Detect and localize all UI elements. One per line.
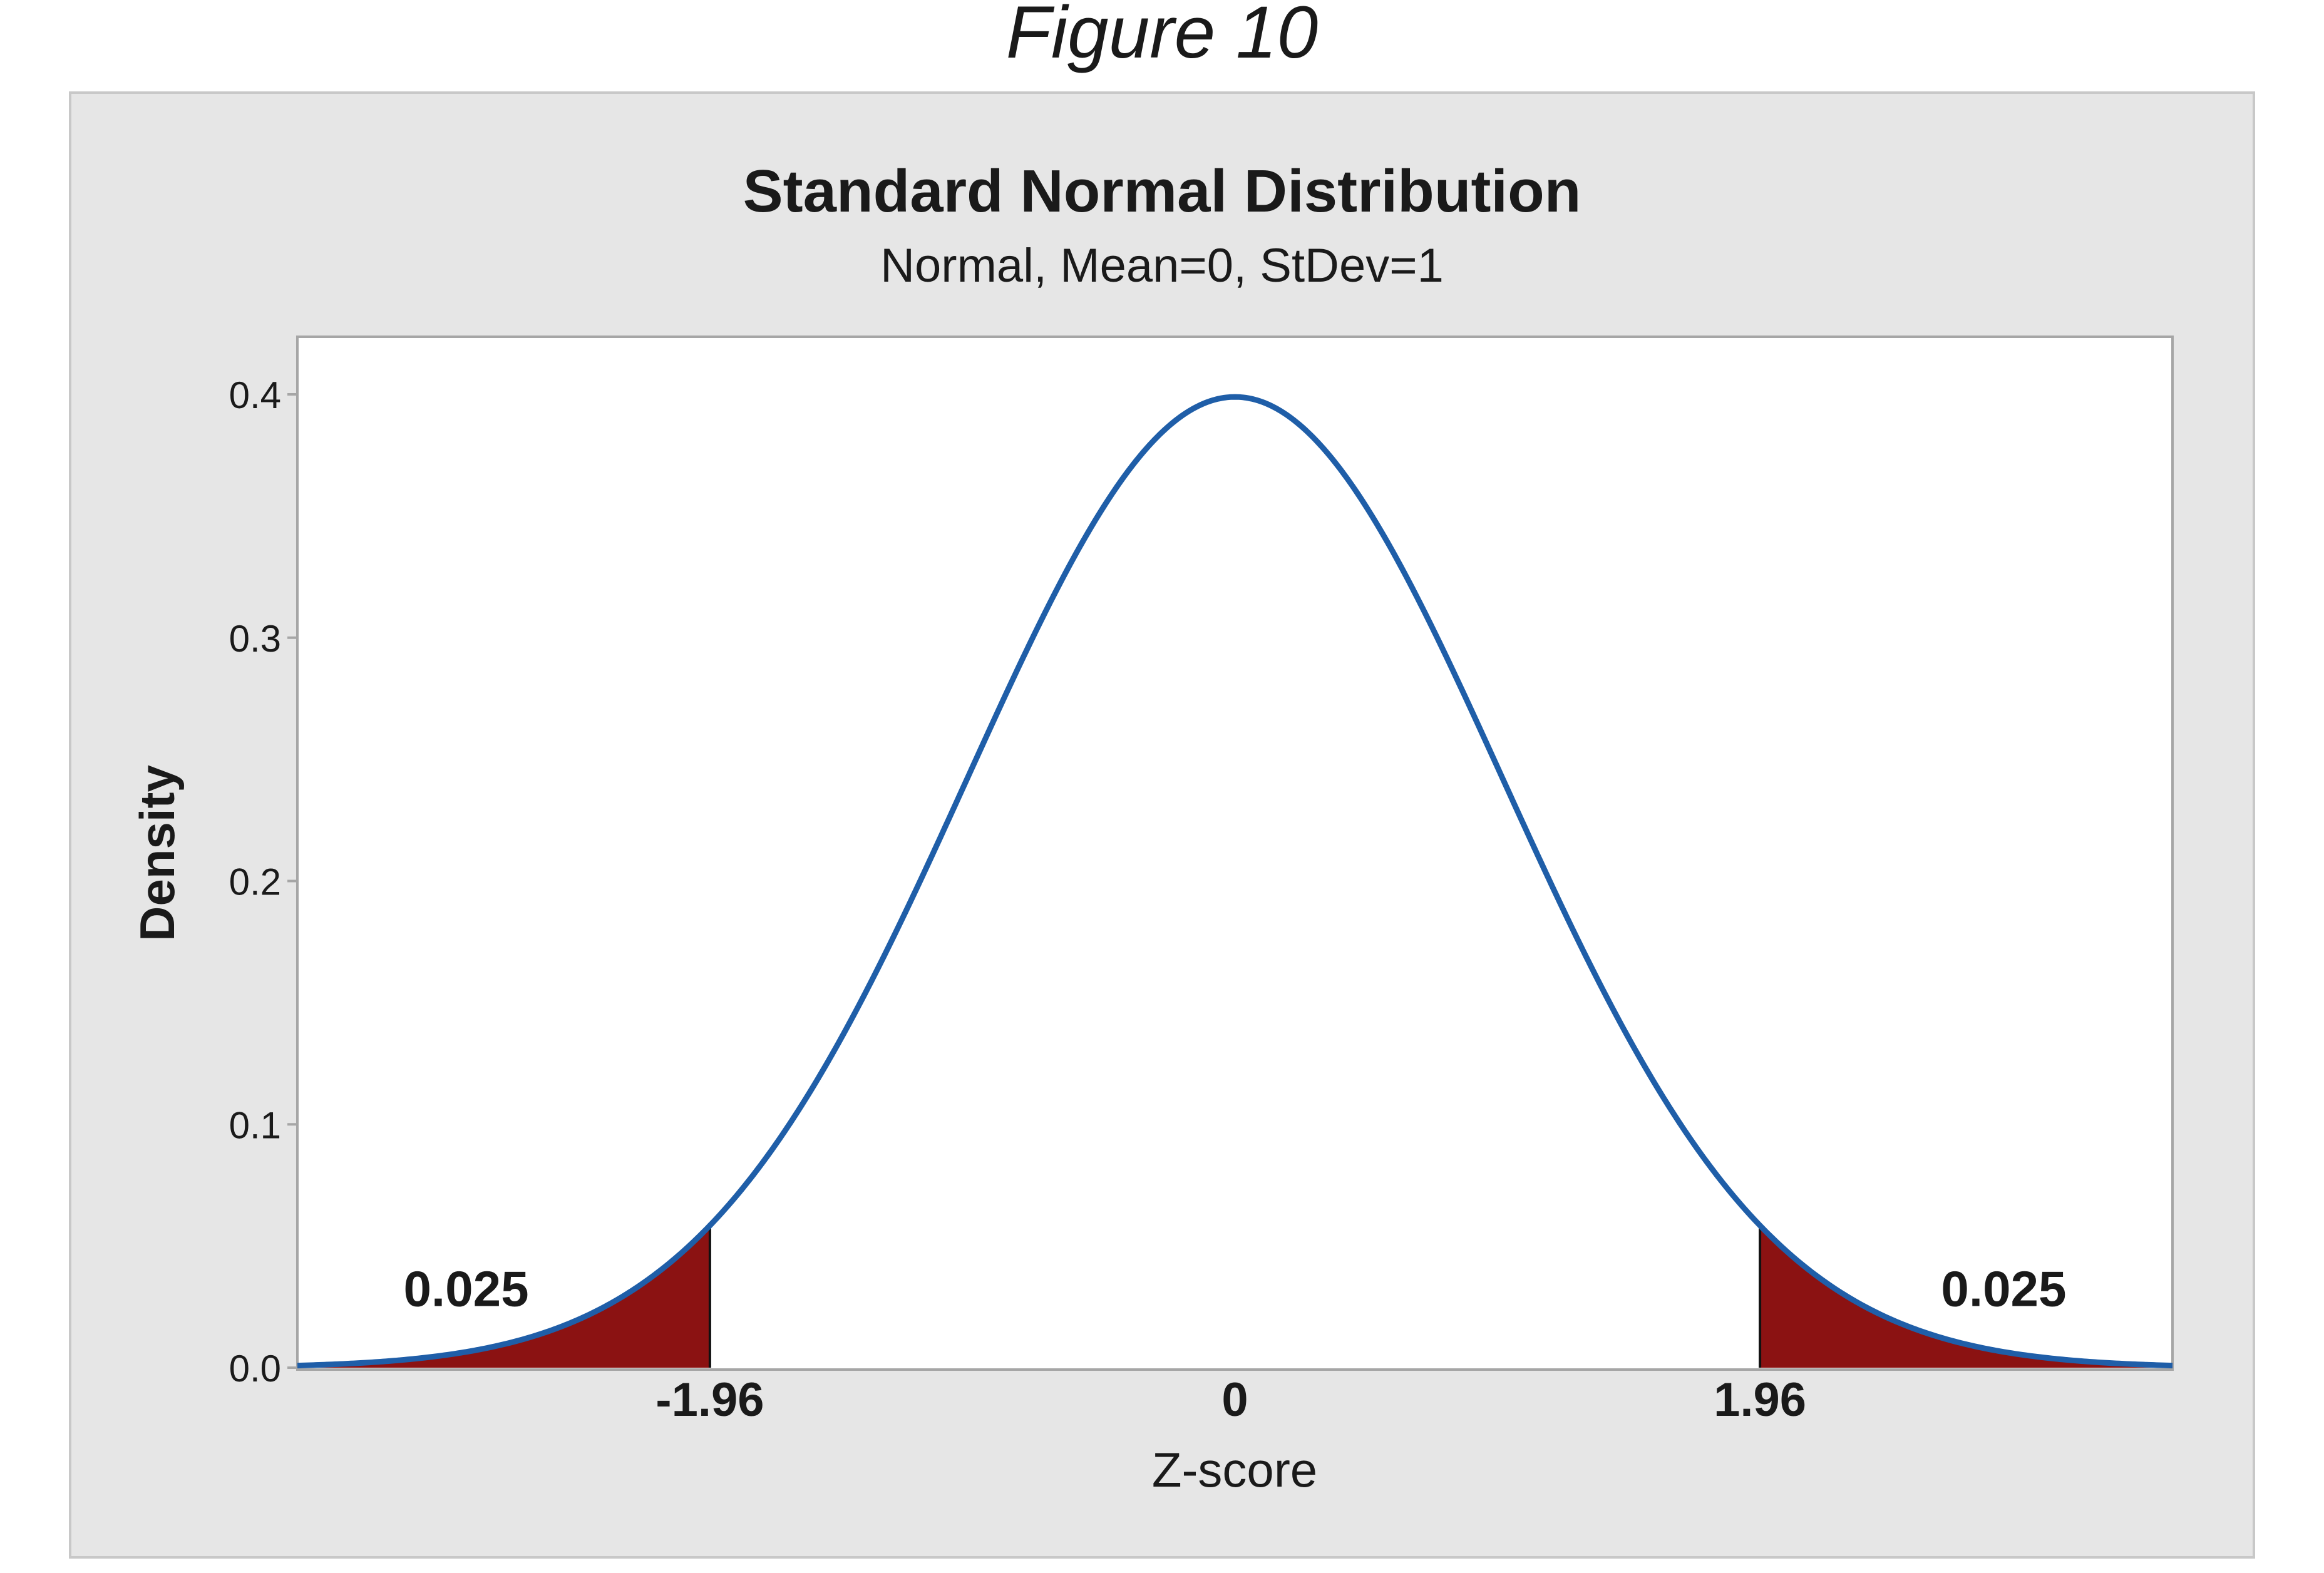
x-tick-label: -1.96: [656, 1373, 764, 1427]
right-tail-shaded-area: [1760, 1225, 2172, 1368]
x-tick-label: 0: [1221, 1373, 1248, 1427]
annotations: 0.025 0.025: [403, 1261, 2066, 1317]
chart-title: Standard Normal Distribution: [743, 158, 1581, 225]
density-curve: [297, 394, 2173, 1369]
y-tick-label: 0.4: [229, 374, 281, 416]
x-axis-label: Z-score: [1152, 1442, 1317, 1497]
x-axis: -1.96 0 1.96: [656, 1373, 1806, 1427]
y-tick-label: 0.1: [229, 1104, 281, 1146]
y-tick-label: 0.0: [229, 1348, 281, 1390]
y-axis-label: Density: [130, 765, 185, 941]
x-tick-label: 1.96: [1714, 1373, 1806, 1427]
right-tail-area-label: 0.025: [1941, 1261, 2066, 1317]
plot-area: [296, 336, 2174, 1371]
shaded-tails: [297, 1225, 2172, 1368]
y-axis: 0.0 0.1 0.2 0.3 0.4: [229, 374, 297, 1390]
density-curve-group: [297, 394, 2173, 1369]
chart-subtitle: Normal, Mean=0, StDev=1: [880, 239, 1444, 292]
left-tail-shaded-area: [297, 1225, 710, 1368]
left-tail-area-label: 0.025: [403, 1261, 528, 1317]
y-tick-label: 0.3: [229, 618, 281, 660]
figure-label: Figure 10: [1006, 0, 1319, 74]
y-tick-label: 0.2: [229, 861, 281, 903]
